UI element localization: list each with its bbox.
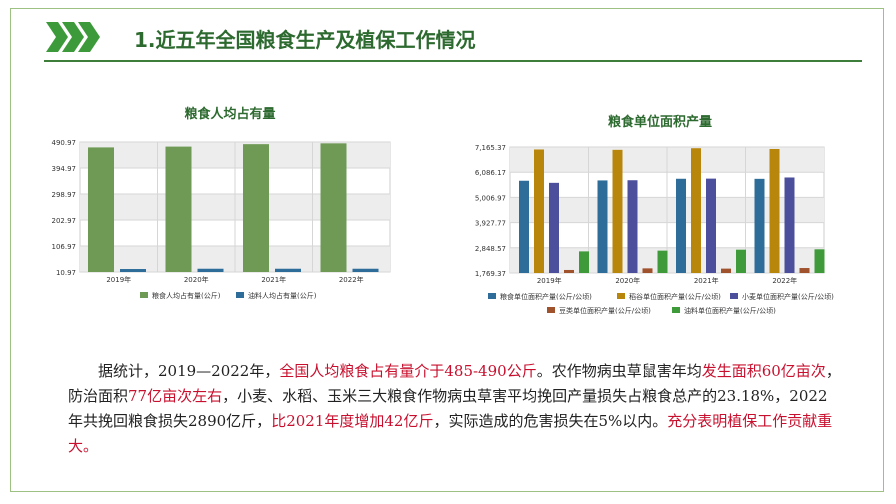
y-tick-label: 3,927.77	[475, 220, 506, 228]
para-highlight-2: 发生面积60亿亩次	[701, 362, 826, 380]
legend-label: 粮食单位面积产量(公斤/公顷)	[500, 292, 592, 301]
legend-swatch	[730, 293, 738, 299]
bar-2-2	[612, 149, 623, 273]
x-tick-label: 2022年	[772, 276, 797, 285]
legend-swatch	[672, 307, 680, 313]
para-highlight-3: 77亿亩次左右	[128, 387, 223, 405]
bar-5-2	[657, 250, 668, 273]
chevron-arrows-icon	[46, 22, 100, 52]
legend-label: 稻谷单位面积产量(公斤/公顷)	[629, 292, 721, 301]
legend-swatch	[617, 293, 625, 299]
para-text-2: 。农作物病虫草鼠害年均	[536, 362, 702, 380]
bar-3-2	[627, 180, 638, 273]
para-highlight-5: 充分表明植保工作贡献重大。	[68, 412, 833, 455]
bar-2-3	[691, 148, 701, 273]
chart-yield-per-area: 7,165.37 6,086.17 5,006.97 3,927.77 2,848.57…	[475, 144, 834, 315]
summary-paragraph: 据统计，2019—2022年，全国人均粮食占有量介于485-490公斤。农作物病…	[68, 359, 842, 459]
bar-3-4	[784, 177, 795, 273]
y-tick-label: 6,086.17	[475, 169, 506, 177]
y-tick-label: 490.97	[52, 139, 77, 147]
page-title: 1.近五年全国粮食生产及植保工作情况	[134, 28, 476, 52]
y-tick-label: 106.97	[52, 243, 77, 251]
legend-swatch	[547, 307, 555, 313]
para-text-1: 据统计，2019—2022年，	[98, 362, 280, 380]
slide-header: 1.近五年全国粮食生产及植保工作情况	[44, 18, 864, 60]
bar-2-1	[120, 269, 146, 272]
bar-1-1	[519, 180, 529, 273]
bar-5-4	[814, 249, 825, 273]
legend-swatch	[488, 293, 496, 299]
chart2-title: 粮食单位面积产量	[607, 115, 712, 130]
legend-swatch	[236, 292, 244, 298]
para-text-4: ，小麦、水稻、玉米三大粮食作物病虫草害平均挽回产量损失占粮食总产的23.18%，…	[68, 387, 828, 430]
legend-label: 小麦单位面积产量(公斤/公顷)	[742, 292, 834, 301]
bar-4-3	[721, 268, 731, 273]
legend-label: 油料人均占有量(公斤)	[248, 291, 317, 300]
bar-1-4	[754, 178, 765, 273]
y-tick-label: 1,769.37	[475, 270, 506, 278]
para-text-5: ，实际造成的危害损失在5%以内。	[433, 412, 668, 430]
bar-2-3	[275, 268, 301, 272]
x-tick-label: 2021年	[261, 275, 286, 284]
bar-5-1	[579, 251, 589, 273]
x-tick-label: 2022年	[339, 275, 364, 284]
y-tick-label: 10.97	[56, 269, 76, 277]
bar-1-1	[88, 147, 114, 272]
bar-4-4	[799, 268, 810, 273]
y-tick-label: 298.97	[52, 191, 77, 199]
bar-3-1	[549, 182, 559, 273]
y-tick-label: 202.97	[52, 217, 77, 225]
bar-2-4	[352, 268, 379, 272]
slide-frame	[10, 8, 884, 492]
para-highlight-1: 全国人均粮食占有量介于485-490公斤	[279, 362, 537, 380]
bar-1-3	[243, 144, 269, 272]
bar-3-3	[706, 178, 716, 273]
para-text-3: ，防治面积	[68, 362, 841, 405]
y-tick-label: 5,006.97	[475, 194, 506, 202]
x-tick-label: 2020年	[184, 275, 209, 284]
title-underline	[44, 60, 862, 62]
bar-5-3	[736, 249, 746, 273]
bar-1-3	[676, 178, 686, 273]
x-tick-label: 2019年	[537, 276, 562, 285]
bar-2-2	[197, 268, 224, 272]
x-tick-label: 2019年	[106, 275, 131, 284]
y-tick-label: 2,848.57	[475, 245, 506, 253]
legend-label: 豆类单位面积产量(公斤/公顷)	[559, 306, 651, 315]
bar-2-4	[769, 148, 780, 273]
x-tick-label: 2020年	[615, 276, 640, 285]
legend-label: 粮食人均占有量(公斤)	[152, 291, 221, 300]
chart-per-capita-grain: 490.97 394.97 298.97 202.97 106.97 10.97 2019年…	[52, 139, 391, 300]
chart1-title: 粮食人均占有量	[184, 107, 276, 122]
bar-1-4	[320, 143, 347, 272]
bar-1-2	[165, 146, 192, 272]
legend-swatch	[140, 292, 148, 298]
para-highlight-4: 比2021年度增加42亿斤	[271, 412, 434, 430]
bar-1-2	[597, 180, 608, 273]
bar-2-1	[534, 149, 544, 273]
y-tick-label: 7,165.37	[475, 144, 506, 152]
x-tick-label: 2021年	[694, 276, 719, 285]
bar-4-1	[564, 269, 574, 273]
bar-4-2	[642, 268, 653, 273]
legend-label: 油料单位面积产量(公斤/公顷)	[684, 306, 776, 315]
y-tick-label: 394.97	[52, 165, 77, 173]
